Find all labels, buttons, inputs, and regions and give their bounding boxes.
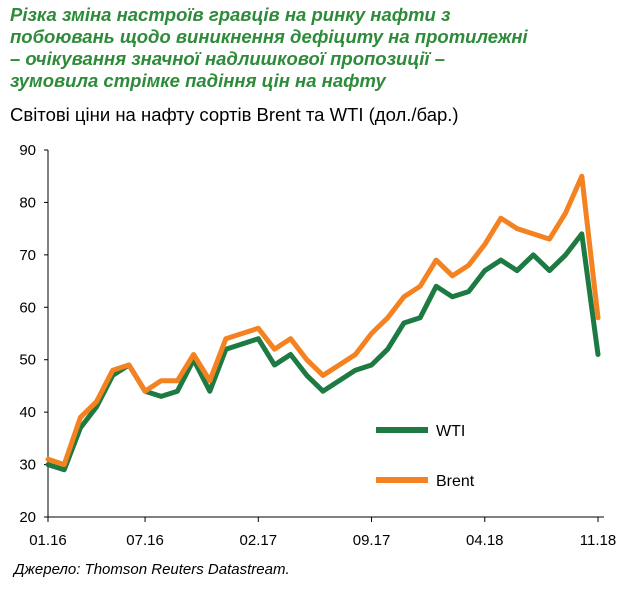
y-tick-label: 20 <box>19 509 36 526</box>
y-tick-label: 40 <box>19 404 36 421</box>
chart-heading: Різка зміна настроїв гравців на ринку на… <box>10 4 610 92</box>
source-note: Джерело: Thomson Reuters Datastream. <box>14 561 290 578</box>
y-tick-label: 70 <box>19 247 36 264</box>
y-tick-label: 80 <box>19 194 36 211</box>
title-line: зумовила стрімке падіння цін на нафту <box>10 70 386 91</box>
y-tick-label: 30 <box>19 457 36 474</box>
y-tick-label: 50 <box>19 352 36 369</box>
title-line: – очікування значної надлишкової пропози… <box>10 48 445 69</box>
series-line-wti <box>45 231 601 473</box>
y-tick-label: 90 <box>19 142 36 159</box>
x-tick-label: 11.18 <box>580 532 616 549</box>
x-tick-label: 02.17 <box>240 532 278 549</box>
x-tick-label: 01.16 <box>29 532 67 549</box>
title-line: побоювань щодо виникнення дефіциту на пр… <box>10 26 528 47</box>
x-tick-label: 07.16 <box>126 532 164 549</box>
legend-label-wti: WTI <box>436 423 465 440</box>
x-tick-label: 04.18 <box>466 532 504 549</box>
legend-label-brent: Brent <box>436 473 475 490</box>
title-line: Різка зміна настроїв гравців на ринку на… <box>10 4 451 25</box>
y-tick-label: 60 <box>19 299 36 316</box>
series-line-brent <box>45 173 601 468</box>
x-tick-label: 09.17 <box>353 532 391 549</box>
chart-subtitle: Світові ціни на нафту сортів Brent та WT… <box>10 104 459 125</box>
